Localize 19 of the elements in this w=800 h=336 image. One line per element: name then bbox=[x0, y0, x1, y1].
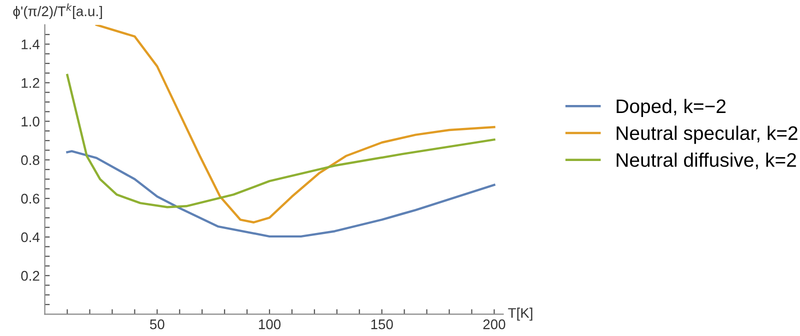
y-tick-label: 1.4 bbox=[22, 40, 40, 50]
y-tick-label: 1.2 bbox=[22, 78, 40, 88]
x-tick-label: 200 bbox=[483, 319, 506, 330]
line-series bbox=[66, 150, 496, 238]
line-series bbox=[66, 74, 496, 208]
x-tick-label: 150 bbox=[371, 319, 393, 330]
y-tick-label: 0.6 bbox=[21, 194, 40, 204]
x-tick-label: 50 bbox=[150, 319, 164, 330]
legend-label: Neutral diffusive, k=2 bbox=[616, 152, 796, 170]
y-tick-label: 0.8 bbox=[21, 155, 40, 166]
y-axis-title: ϕ'(π/2)/T$^{k}$[a.u.] bbox=[13, 3, 102, 19]
line-series bbox=[95, 24, 496, 224]
x-tick-label: 100 bbox=[258, 319, 281, 330]
y-tick-label: 0.4 bbox=[21, 232, 40, 242]
legend-label: Doped, k=−2 bbox=[616, 98, 726, 117]
x-axis-title: T[K] bbox=[508, 308, 532, 321]
y-tick-label: 0.2 bbox=[21, 270, 40, 281]
y-tick-label: 1.0 bbox=[22, 116, 40, 126]
legend-label: Neutral specular, k=2 bbox=[616, 126, 798, 144]
